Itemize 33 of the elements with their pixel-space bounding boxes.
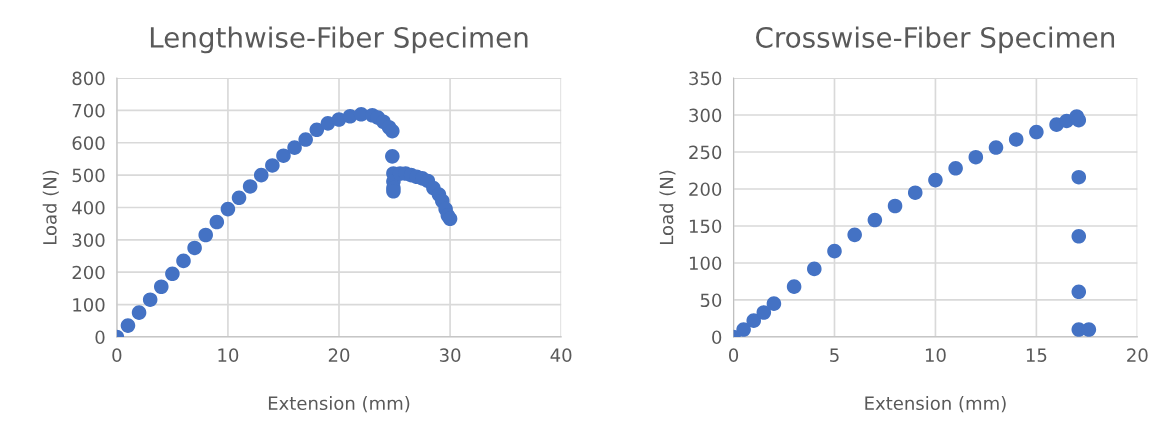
y-axis-title: Load (N)	[659, 170, 676, 245]
y-tick-label: 0	[95, 330, 105, 345]
y-tick-label: 800	[72, 71, 105, 86]
y-tick-label: 250	[689, 145, 722, 160]
y-tick-label: 600	[72, 136, 105, 150]
x-tick-label: 0	[728, 348, 739, 363]
x-axis-title: Extension (mm)	[865, 396, 1006, 413]
x-tick-label: 40	[550, 348, 572, 363]
y-tick-label: 100	[73, 298, 105, 312]
y-tick-label: 200	[689, 182, 722, 197]
x-tick-label: 10	[218, 348, 239, 363]
chart-title: Crosswise-Fiber Specimen	[756, 26, 1115, 54]
y-tick-label: 150	[689, 219, 722, 234]
y-tick-label: 400	[72, 200, 105, 215]
y-tick-label: 50	[700, 293, 722, 308]
x-tick-label: 30	[439, 348, 461, 363]
x-tick-label: 20	[328, 348, 350, 363]
x-tick-label: 20	[1127, 348, 1148, 363]
y-tick-label: 500	[72, 168, 105, 183]
x-tick-label: 5	[830, 348, 839, 363]
y-tick-label: 300	[72, 233, 105, 247]
x-axis-title: Extension (mm)	[268, 396, 410, 413]
y-axis-title: Load (N)	[42, 170, 59, 245]
y-tick-label: 0	[712, 330, 722, 345]
y-tick-label: 350	[689, 71, 722, 86]
y-tick-label: 100	[689, 256, 722, 271]
y-tick-label: 700	[72, 103, 105, 118]
y-tick-label: 200	[72, 265, 105, 280]
x-tick-label: 15	[1026, 348, 1047, 363]
x-tick-label: 10	[925, 348, 946, 363]
x-tick-label: 0	[112, 348, 122, 363]
y-tick-label: 300	[689, 108, 722, 123]
chart-title: Lengthwise-Fiber Specimen	[150, 26, 528, 54]
